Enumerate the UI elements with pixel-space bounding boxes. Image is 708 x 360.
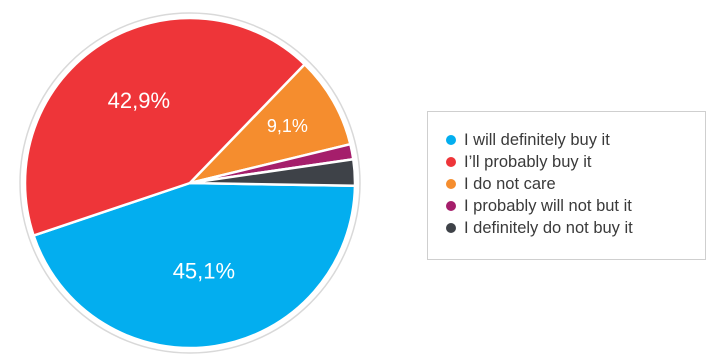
legend-label: I will definitely buy it: [464, 130, 610, 149]
legend-label: I definitely do not buy it: [464, 218, 633, 237]
legend-item-definitely-buy: I will definitely buy it: [446, 129, 705, 151]
slice-definitely-buy: [32, 181, 357, 350]
legend-item-probably-not: I probably will not but it: [446, 195, 705, 217]
legend-swatch: [446, 223, 456, 233]
legend-label: I do not care: [464, 174, 556, 193]
legend-item-probably-buy: I’ll probably buy it: [446, 151, 705, 173]
slice-probably-buy: [23, 16, 306, 237]
legend-swatch: [446, 201, 456, 211]
data-label: 45,1%: [173, 258, 235, 283]
legend-label: I’ll probably buy it: [464, 152, 592, 171]
legend-swatch: [446, 135, 456, 145]
legend-item-do-not-care: I do not care: [446, 173, 705, 195]
slice-definitely-not: [188, 158, 357, 188]
data-label: 42,9%: [108, 88, 170, 113]
legend-swatch: [446, 157, 456, 167]
legend-item-definitely-not: I definitely do not buy it: [446, 217, 705, 239]
legend-swatch: [446, 179, 456, 189]
legend: I will definitely buy it I’ll probably b…: [427, 111, 706, 260]
data-label: 9,1%: [267, 116, 308, 136]
legend-label: I probably will not but it: [464, 196, 632, 215]
